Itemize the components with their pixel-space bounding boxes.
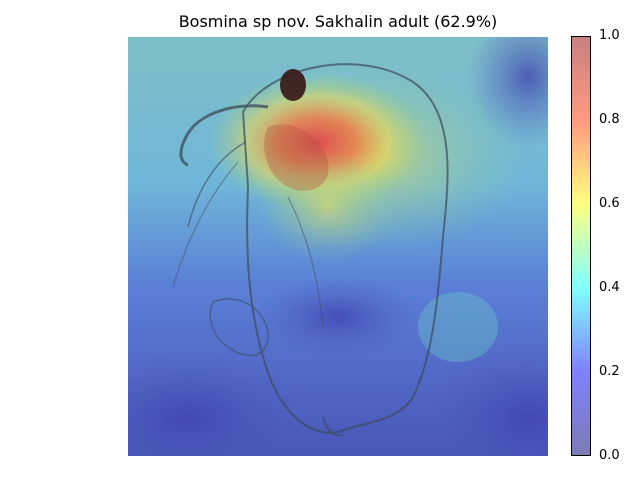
- colorbar-tick-label: 0.8: [599, 112, 620, 127]
- colorbar-tick-label: 0.0: [599, 448, 620, 463]
- figure-title: Bosmina sp nov. Sakhalin adult (62.9%): [178, 12, 498, 31]
- colorbar: [571, 36, 591, 456]
- colorbar-tick-label: 1.0: [599, 28, 620, 43]
- colorbar-tick-label: 0.2: [599, 364, 620, 379]
- colorbar-tick-label: 0.4: [599, 280, 620, 295]
- colorbar-tick-label: 0.6: [599, 196, 620, 211]
- heatmap-image: [128, 37, 548, 456]
